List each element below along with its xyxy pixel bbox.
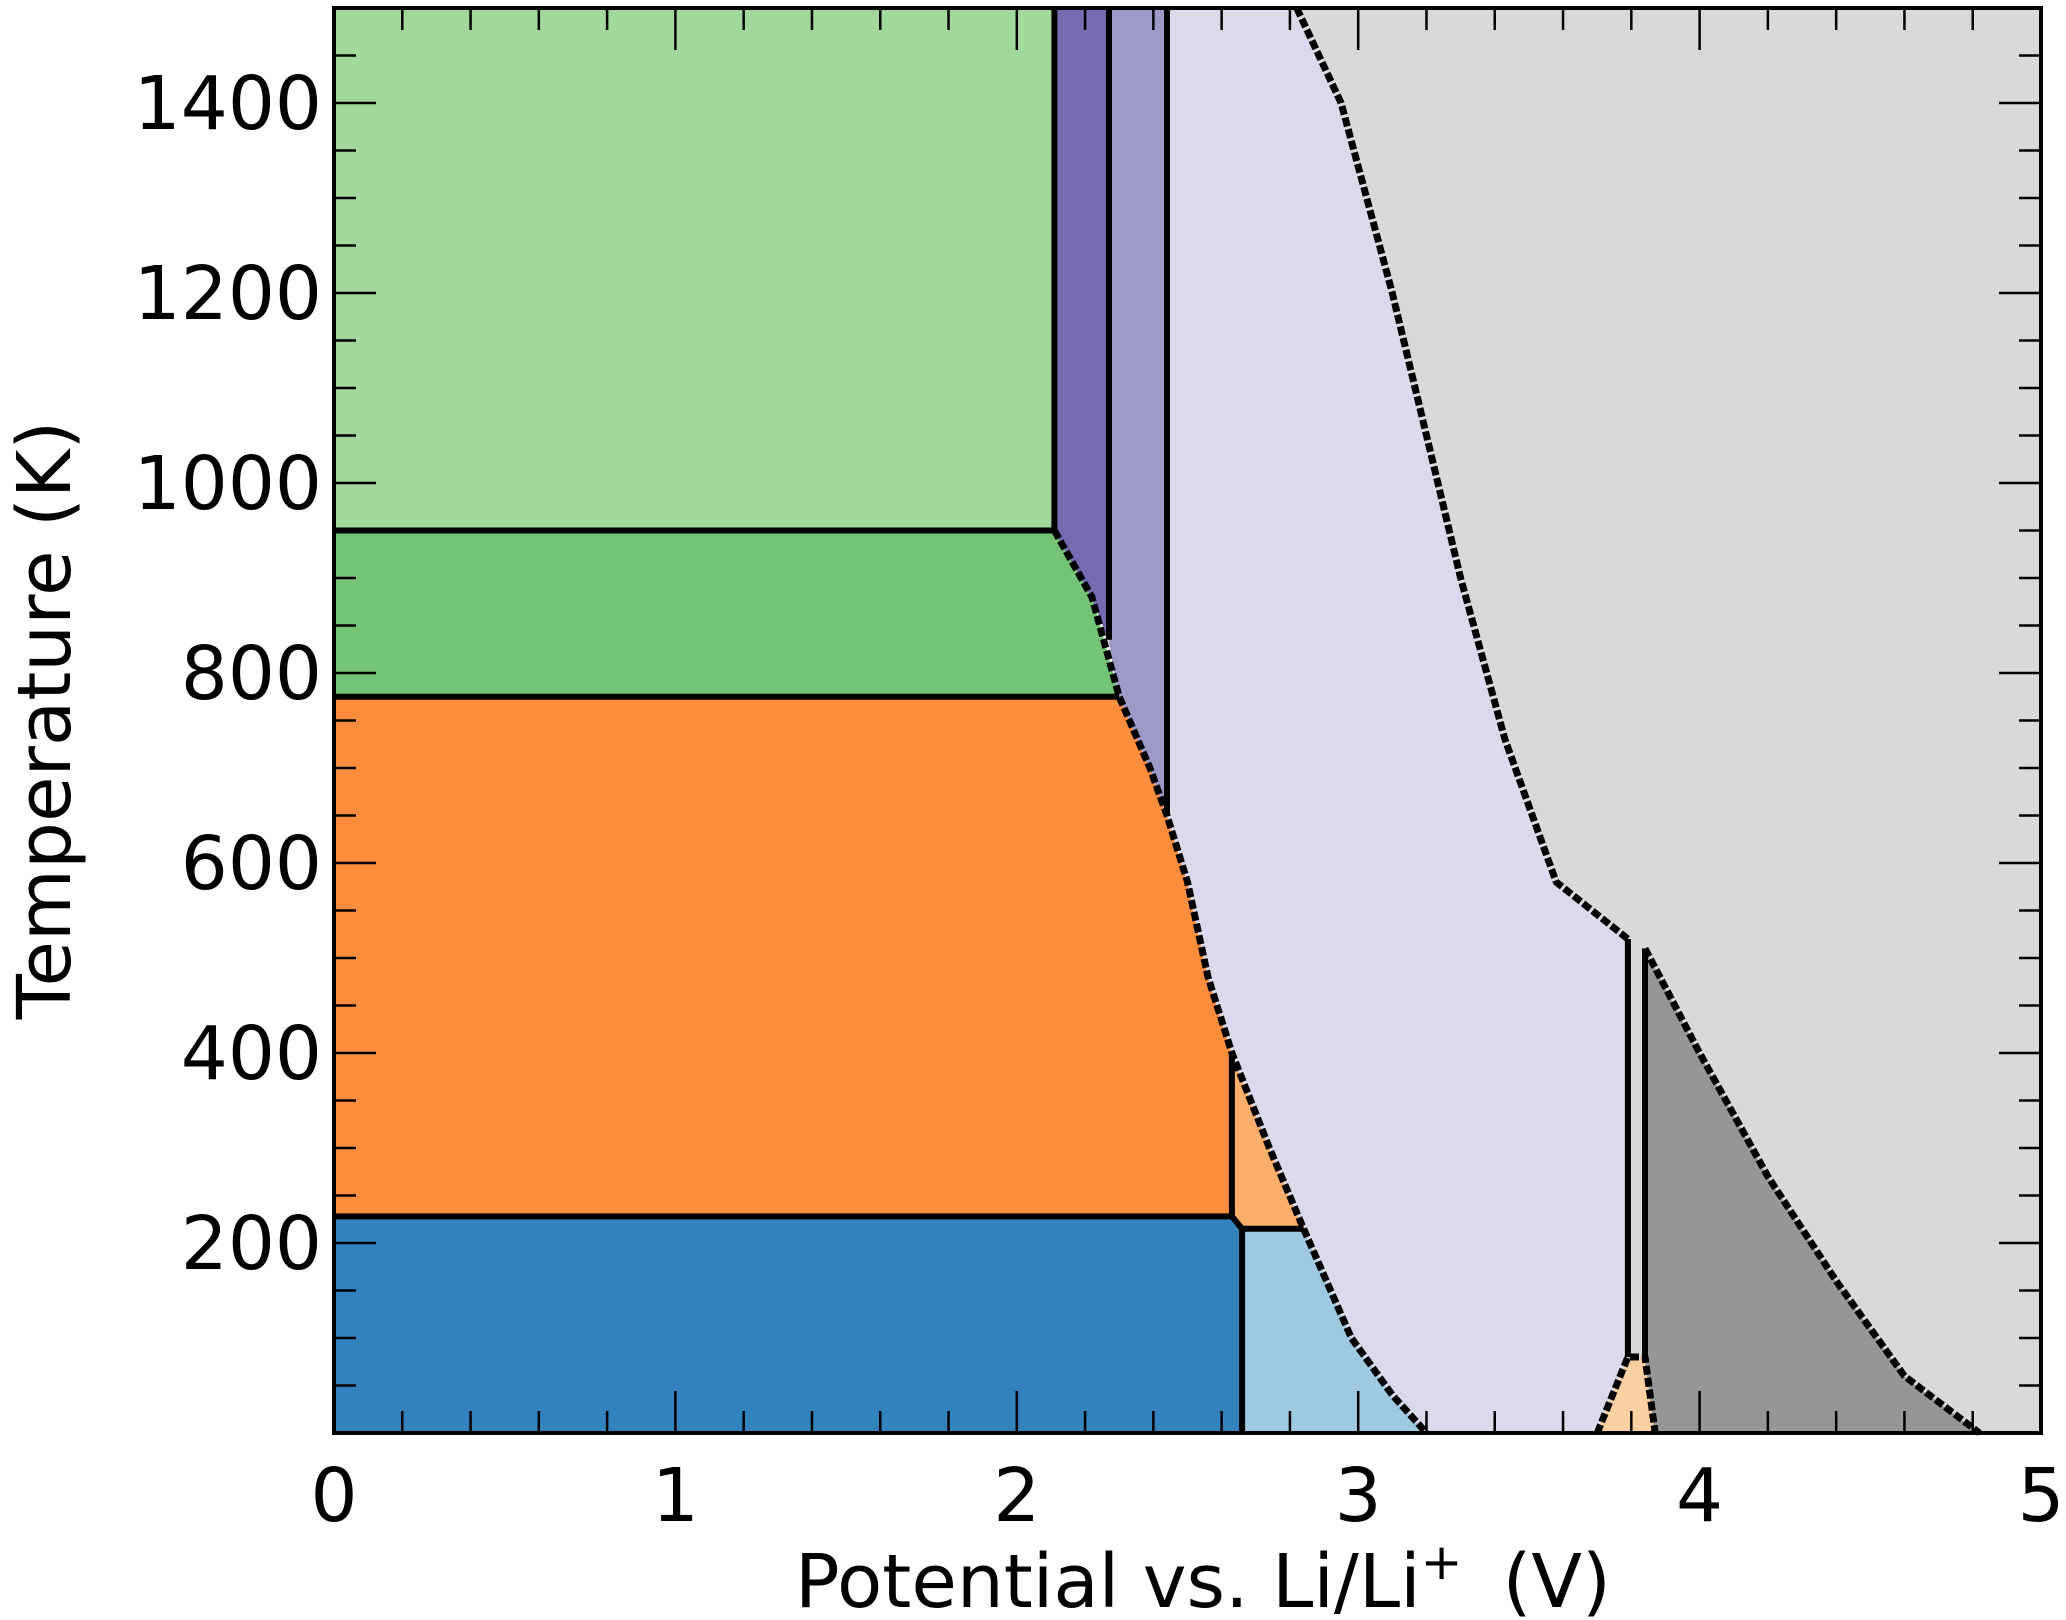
x-tick-labels: 0 1 2 3 4 5 [310,1453,2064,1539]
x-tick-label: 4 [1676,1453,1723,1539]
y-tick-label: 800 [181,631,322,717]
phase-region-orange [334,697,1232,1217]
phase-region-green [334,531,1119,697]
x-tick-label: 3 [1335,1453,1382,1539]
x-tick-label: 0 [310,1453,357,1539]
y-tick-label: 200 [181,1201,322,1287]
y-tick-label: 1000 [134,441,322,527]
x-axis-label-unit: (V) [1503,1539,1611,1620]
y-tick-labels: 200 400 600 800 1000 1200 1400 [134,61,322,1287]
phase-region-blue [334,1216,1242,1433]
x-axis-label-superscript: + [1421,1533,1463,1591]
x-tick-label: 1 [652,1453,699,1539]
y-tick-label: 400 [181,1011,322,1097]
y-tick-label: 1200 [134,251,322,337]
x-tick-label: 2 [993,1453,1040,1539]
phase-region-light-green [334,8,1054,531]
x-tick-label: 5 [2017,1453,2064,1539]
x-axis-label-text: Potential vs. Li/Li [795,1539,1421,1620]
y-tick-label: 1400 [134,61,322,147]
y-tick-label: 600 [181,821,322,907]
y-axis-label: Temperature (K) [2,421,88,1021]
x-axis-label: Potential vs. Li/Li+ (V) [795,1533,1611,1620]
